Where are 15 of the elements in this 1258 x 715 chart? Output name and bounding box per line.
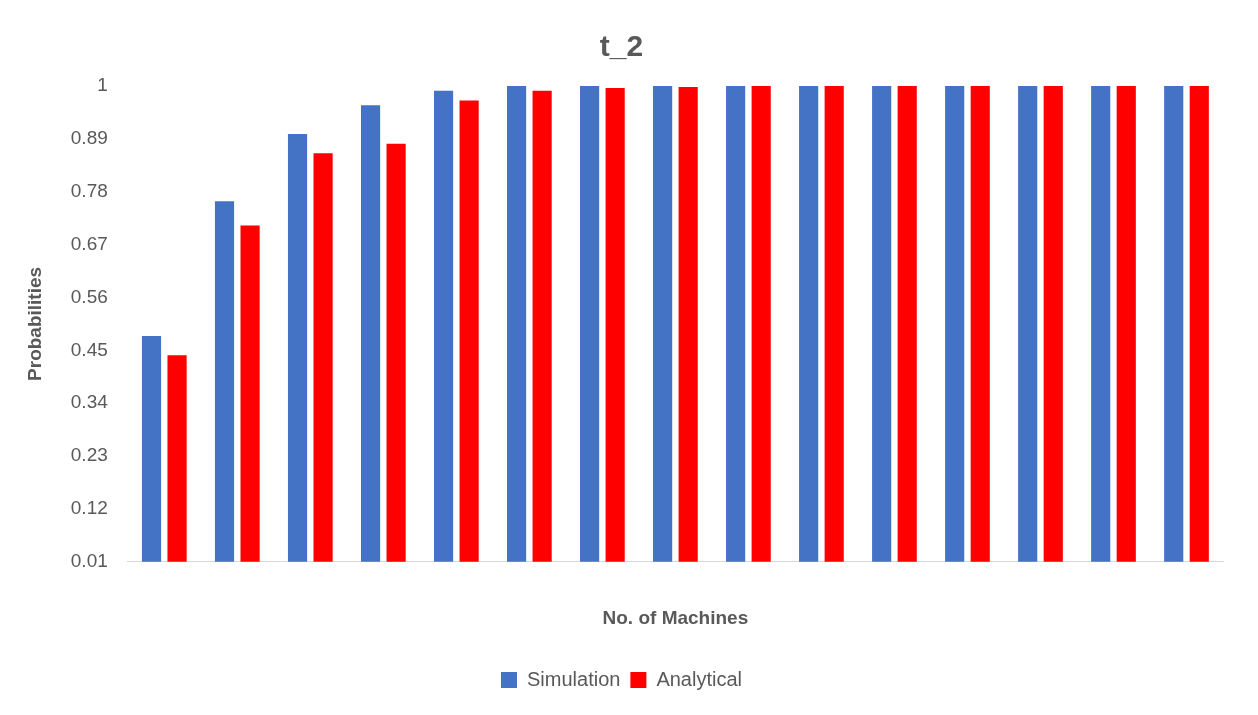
x-axis-title: No. of Machines [602, 606, 749, 628]
y-tick-label: 0.89 [70, 127, 108, 149]
y-tick-label: 0.34 [70, 391, 109, 413]
y-tick-label: 0.23 [70, 444, 108, 466]
chart-title: t_2 [599, 29, 644, 63]
y-tick-label: 0.01 [70, 550, 108, 572]
legend-label: Analytical [656, 667, 742, 690]
y-tick-label: 1 [97, 74, 108, 96]
y-tick-label: 0.56 [70, 285, 108, 307]
y-tick-label: 0.67 [70, 232, 108, 254]
legend-label: Simulation [527, 667, 621, 690]
y-tick-label: 0.78 [70, 179, 108, 201]
y-tick-label: 0.12 [70, 497, 108, 519]
y-tick-label: 0.45 [70, 338, 108, 360]
y-axis-title: Probabilities [23, 266, 45, 381]
